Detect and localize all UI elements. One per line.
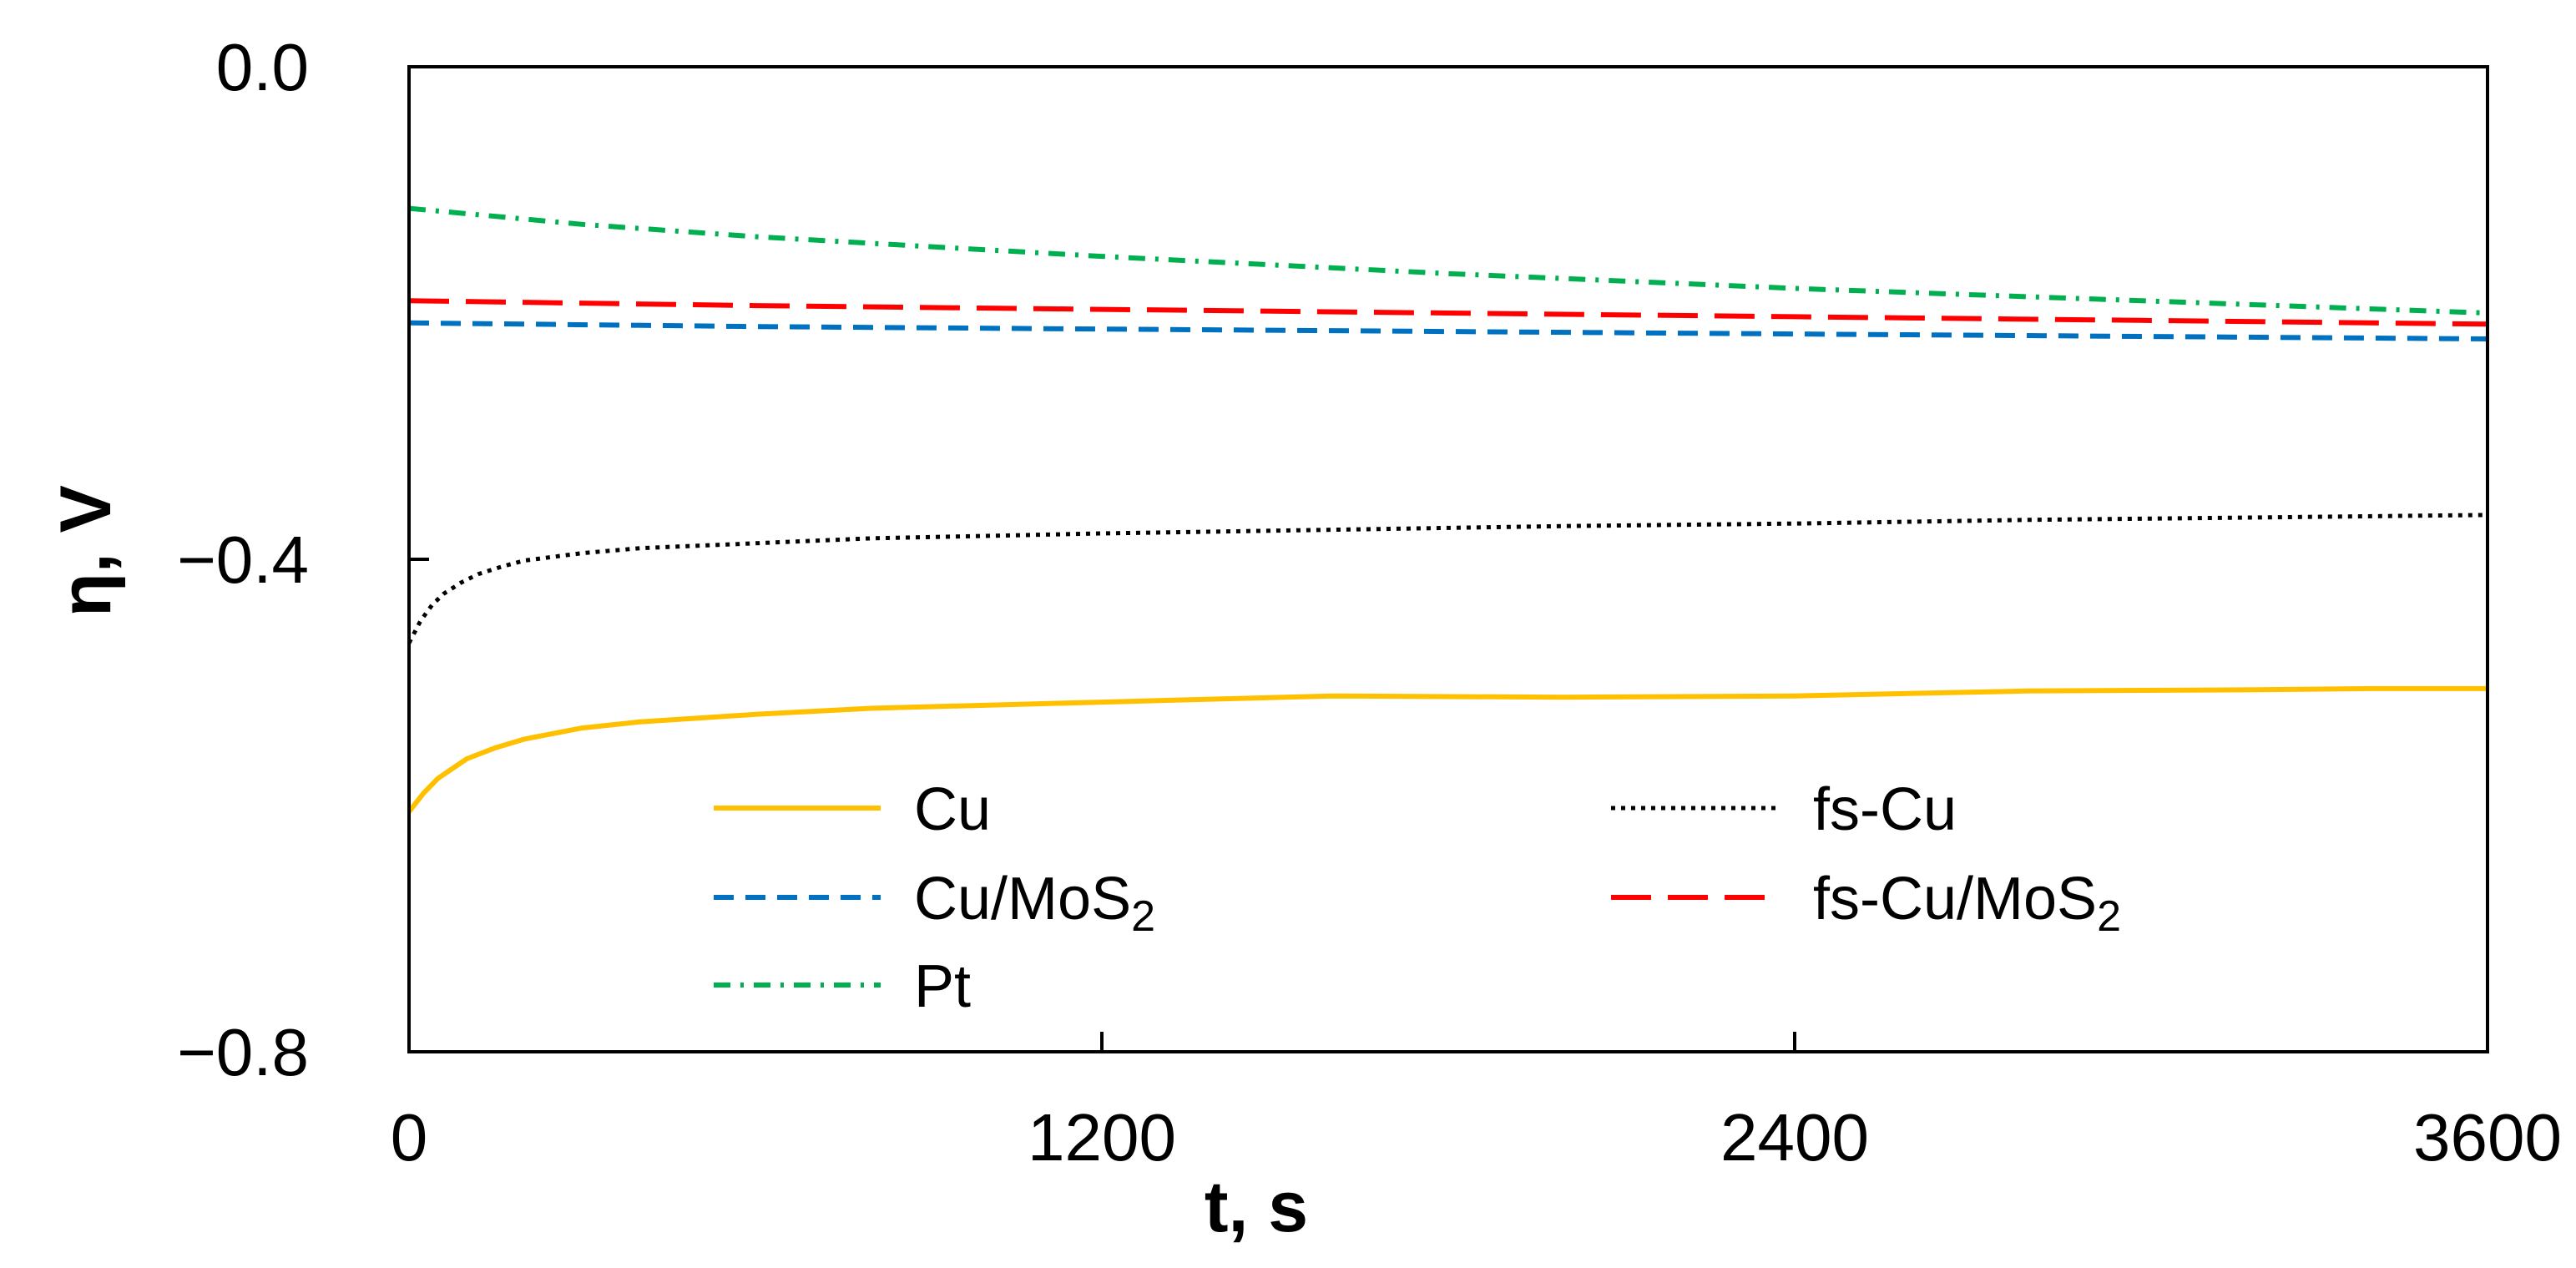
x-tick-label: 1200 — [1028, 1100, 1176, 1175]
y-axis-title: η, V — [46, 485, 126, 617]
series-line-cu-mos2 — [408, 320, 2488, 341]
x-tick-label: 3600 — [2413, 1100, 2562, 1175]
legend-label-text: Pt — [914, 953, 971, 1020]
ticks-layer: 0 1200 2400 3600 0.0 −0.4 −0.8 — [177, 30, 2562, 1175]
legend-label-pt: Pt — [914, 953, 971, 1020]
legend-label-fs-cu-mos2: fs-Cu/MoS2 — [1813, 866, 2121, 941]
plot-frame — [407, 65, 2489, 1053]
legend-label-subscript: 2 — [1131, 892, 1155, 941]
legend-label-text: Cu/MoS — [914, 866, 1131, 932]
series-line-cu — [407, 685, 2488, 814]
legend-label-text: fs-Cu/MoS — [1813, 866, 2097, 932]
legend-label-subscript: 2 — [2097, 892, 2121, 941]
y-tick-label: −0.8 — [177, 1015, 309, 1089]
legend-label-cu-mos2: Cu/MoS2 — [914, 866, 1155, 941]
x-axis-title: t, s — [1205, 1167, 1308, 1247]
series-layer — [407, 205, 2488, 814]
y-tick-label: 0.0 — [216, 30, 309, 104]
legend-label-cu: Cu — [914, 776, 991, 843]
x-tick-label: 2400 — [1720, 1100, 1869, 1175]
legend-label-text: Cu — [914, 776, 991, 843]
y-tick-label: −0.4 — [177, 523, 309, 597]
series-line-fs-cu-mos2 — [408, 298, 2488, 327]
series-line-fs-cu — [407, 513, 2488, 644]
legend-label-text: fs-Cu — [1813, 776, 1957, 843]
series-line-pt — [408, 205, 2488, 316]
legend-label-fs-cu: fs-Cu — [1813, 776, 1957, 843]
x-tick-label: 0 — [391, 1100, 428, 1175]
